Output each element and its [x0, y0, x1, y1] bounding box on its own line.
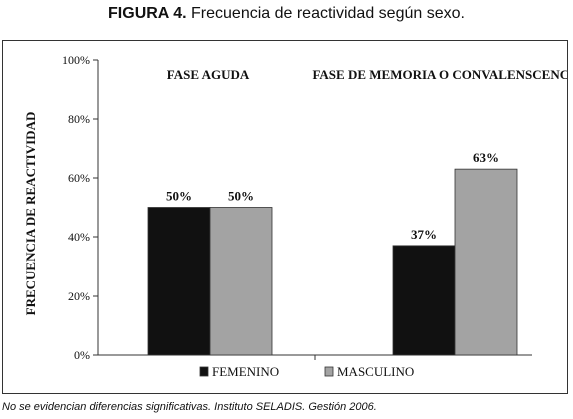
category-label: FASE DE MEMORIA O CONVALENSCENCIA [312, 67, 567, 82]
figure-title: FIGURA 4. Frecuencia de reactividad segú… [0, 5, 573, 23]
y-tick-label: 40% [68, 230, 90, 244]
chart-frame: 0% 20% 40% 60% 80% 100% 50% 37% 50% 63% FASE AGUDA… [2, 40, 568, 394]
y-tick-label: 80% [68, 112, 90, 126]
bar-femenino-2 [392, 245, 456, 356]
legend-swatch-femenino [199, 366, 209, 377]
y-tick-label: 60% [68, 171, 90, 185]
figure-label: FIGURA 4. [108, 5, 187, 22]
bar-masculino-2 [454, 168, 518, 356]
bar-femenino-1 [147, 207, 211, 356]
legend-swatch-masculino [324, 366, 334, 377]
y-tick-label: 20% [68, 289, 90, 303]
bar-value-label: 37% [411, 227, 437, 242]
footnote: No se evidencian diferencias significati… [2, 401, 377, 413]
y-tick-label: 0% [74, 348, 90, 362]
category-label: FASE AGUDA [167, 67, 250, 82]
figure-caption: Frecuencia de reactividad según sexo. [191, 5, 465, 22]
bar-masculino-1 [209, 207, 273, 356]
bar-value-label: 50% [228, 189, 254, 204]
legend-label-femenino: FEMENINO [212, 364, 279, 379]
bar-value-label: 50% [166, 189, 192, 204]
y-axis-title: FRECUENCIA DE REACTIVIDAD [23, 112, 38, 316]
bar-chart: 0% 20% 40% 60% 80% 100% 50% 37% 50% 63% FASE AGUDA… [23, 53, 567, 379]
bar-value-label: 63% [473, 150, 499, 165]
y-tick-label: 100% [62, 53, 90, 67]
legend-label-masculino: MASCULINO [337, 364, 414, 379]
